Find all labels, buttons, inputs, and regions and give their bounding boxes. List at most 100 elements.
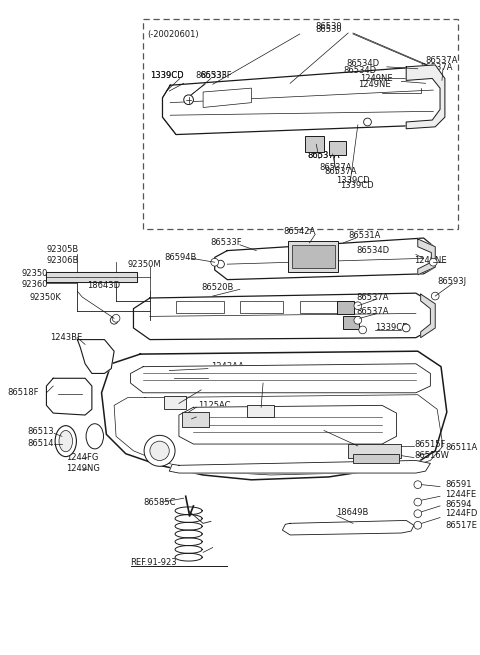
Bar xyxy=(329,141,346,155)
Text: 86537A: 86537A xyxy=(356,293,388,301)
Text: 1243BE: 1243BE xyxy=(50,333,83,342)
Text: 1249NK: 1249NK xyxy=(263,376,296,384)
Ellipse shape xyxy=(59,430,72,452)
Text: 92350K: 92350K xyxy=(29,293,61,301)
Circle shape xyxy=(354,302,362,310)
Text: 86511A: 86511A xyxy=(445,443,477,453)
Circle shape xyxy=(402,324,410,332)
Text: 86537A: 86537A xyxy=(308,151,340,160)
Text: 86593B: 86593B xyxy=(324,424,357,433)
Text: 86534D: 86534D xyxy=(343,66,376,75)
Polygon shape xyxy=(162,66,443,134)
Text: 1244FD: 1244FD xyxy=(445,509,477,518)
Circle shape xyxy=(432,292,439,300)
Text: 86537A: 86537A xyxy=(319,163,352,172)
Text: 86513: 86513 xyxy=(27,427,54,436)
Circle shape xyxy=(354,316,362,324)
Polygon shape xyxy=(47,379,92,415)
Text: 86594: 86594 xyxy=(445,500,471,508)
Text: 86533F: 86533F xyxy=(200,71,232,80)
Text: 86590: 86590 xyxy=(203,385,229,394)
Text: 86593J: 86593J xyxy=(437,277,466,286)
Text: 92305B: 92305B xyxy=(47,245,79,254)
Text: 1339CD: 1339CD xyxy=(150,71,183,81)
Text: 86542A: 86542A xyxy=(284,227,316,236)
Polygon shape xyxy=(406,65,445,129)
Text: 18643D: 18643D xyxy=(87,281,120,290)
Text: 1339CD: 1339CD xyxy=(336,176,370,185)
Circle shape xyxy=(430,258,437,266)
Polygon shape xyxy=(77,339,114,373)
Text: 1339CD: 1339CD xyxy=(150,71,183,80)
Circle shape xyxy=(110,316,118,324)
Text: 86594B: 86594B xyxy=(165,253,197,262)
Text: 86534D: 86534D xyxy=(356,246,389,255)
Text: 86531A: 86531A xyxy=(348,231,381,240)
Bar xyxy=(165,396,186,409)
Circle shape xyxy=(414,510,421,517)
Circle shape xyxy=(184,95,193,105)
Text: 86515F: 86515F xyxy=(414,440,445,449)
Circle shape xyxy=(216,260,224,268)
Text: 86516W: 86516W xyxy=(414,451,449,460)
Polygon shape xyxy=(420,294,435,338)
Text: 92360: 92360 xyxy=(21,280,48,289)
Text: 86585C: 86585C xyxy=(143,498,176,506)
Polygon shape xyxy=(102,351,447,480)
Text: 86530: 86530 xyxy=(315,22,342,31)
Ellipse shape xyxy=(86,424,104,449)
Text: REF.91-923: REF.91-923 xyxy=(131,557,177,567)
Bar xyxy=(305,136,324,152)
Bar xyxy=(348,444,401,458)
Circle shape xyxy=(144,436,175,466)
Text: 86533F: 86533F xyxy=(211,238,242,248)
Polygon shape xyxy=(282,521,414,535)
Bar xyxy=(336,301,354,314)
Text: 1249NE: 1249NE xyxy=(358,80,390,89)
Polygon shape xyxy=(215,238,435,280)
Polygon shape xyxy=(418,239,435,275)
Bar xyxy=(240,301,283,312)
Circle shape xyxy=(414,498,421,506)
Text: 1125AC: 1125AC xyxy=(198,401,231,410)
Text: 86517E: 86517E xyxy=(445,521,477,530)
Text: 18649B: 18649B xyxy=(336,508,369,517)
Text: 1339CD: 1339CD xyxy=(340,181,374,191)
Text: 86537A: 86537A xyxy=(324,167,357,176)
Text: 92350M: 92350M xyxy=(128,259,161,269)
Bar xyxy=(300,301,338,312)
Bar xyxy=(247,405,274,417)
Text: 1339CD: 1339CD xyxy=(375,324,409,333)
Polygon shape xyxy=(131,364,431,393)
Bar xyxy=(343,316,359,329)
Text: 1244FG: 1244FG xyxy=(66,453,98,462)
Text: 1249NG: 1249NG xyxy=(66,464,100,473)
Text: 86520B: 86520B xyxy=(201,283,234,292)
Bar xyxy=(288,241,338,272)
Bar xyxy=(143,18,458,229)
Text: 86537A: 86537A xyxy=(420,63,453,72)
Circle shape xyxy=(364,118,372,126)
Polygon shape xyxy=(179,405,396,444)
Text: 1249NE: 1249NE xyxy=(360,74,392,83)
Bar xyxy=(353,454,399,463)
Bar xyxy=(182,412,209,426)
Text: 1243AA: 1243AA xyxy=(211,362,244,371)
Bar xyxy=(176,301,224,312)
Text: 86537A: 86537A xyxy=(426,56,458,65)
Text: (-20020601): (-20020601) xyxy=(147,30,199,39)
Text: 92350: 92350 xyxy=(21,269,48,278)
Text: 92306B: 92306B xyxy=(47,256,79,265)
Text: 1249NE: 1249NE xyxy=(414,256,446,265)
Text: 86533F: 86533F xyxy=(195,71,227,81)
Text: 86514: 86514 xyxy=(27,439,54,447)
Polygon shape xyxy=(133,293,433,339)
Text: 86530: 86530 xyxy=(315,25,342,33)
Text: 1244FE: 1244FE xyxy=(445,490,476,499)
Circle shape xyxy=(211,258,218,266)
Circle shape xyxy=(112,314,120,322)
Polygon shape xyxy=(203,88,252,107)
Polygon shape xyxy=(169,460,431,473)
Bar xyxy=(292,245,335,268)
Circle shape xyxy=(150,441,169,460)
